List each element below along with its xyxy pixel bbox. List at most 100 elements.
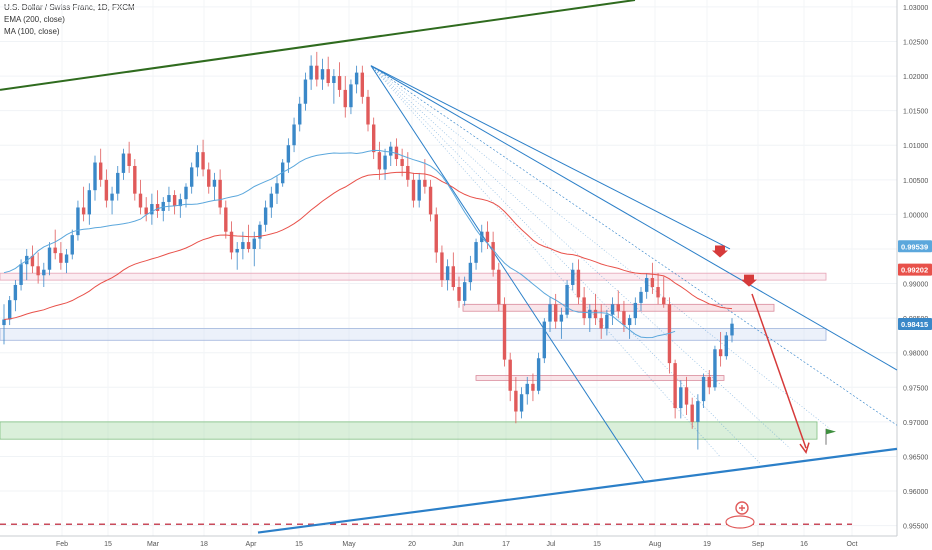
candle-body <box>730 323 734 336</box>
fan-line <box>370 65 831 430</box>
candle-body <box>616 304 620 312</box>
legend-ema: EMA (200, close) <box>4 15 65 24</box>
event-badge-icon <box>725 515 755 529</box>
candle-body <box>195 152 200 168</box>
chart-legend: U.S. Dollar / Swiss Franc, 1D, FXCM EMA … <box>4 2 135 38</box>
price-label-text: 0.99539 <box>901 242 928 251</box>
candle-body <box>377 152 382 170</box>
candle-body <box>133 165 137 194</box>
candle-body <box>42 269 46 276</box>
fan-line-upper <box>370 65 731 250</box>
candle-body <box>207 169 211 187</box>
candle-body <box>309 65 313 80</box>
demand-zone <box>0 421 818 440</box>
candle-body <box>303 79 308 104</box>
candle-body <box>161 201 165 211</box>
candle-body <box>650 278 655 288</box>
candle-body <box>116 172 120 194</box>
candle-body <box>320 69 325 80</box>
candle-body <box>189 167 194 187</box>
projection-arrowhead <box>799 442 810 454</box>
candle-body <box>354 72 359 85</box>
candle-body <box>110 193 114 201</box>
candle-body <box>389 146 393 156</box>
candle-body <box>286 145 291 163</box>
candle-body <box>144 207 148 215</box>
candle-body <box>30 255 35 267</box>
event-plus-icon <box>739 505 745 511</box>
candle-body <box>724 335 729 357</box>
candle-body <box>383 155 387 170</box>
candle-body <box>627 318 632 326</box>
candle-body <box>639 291 643 303</box>
candle-body <box>13 284 18 301</box>
candle-body <box>298 103 302 125</box>
x-tick-label: 19 <box>703 541 711 548</box>
candle-body <box>292 124 296 146</box>
price-label-text: 0.99202 <box>901 266 928 275</box>
candle-body <box>497 269 501 305</box>
ema-line <box>3 171 733 320</box>
x-tick-label: Apr <box>246 541 258 548</box>
y-tick-label: 0.98000 <box>903 351 928 358</box>
fan-line <box>370 65 898 426</box>
candle-body <box>508 359 512 391</box>
candle-body <box>519 394 524 412</box>
candle-body <box>184 186 188 200</box>
support-zone <box>0 328 827 341</box>
candle-body <box>2 319 6 326</box>
y-tick-label: 0.96500 <box>903 454 928 461</box>
candle-body <box>656 287 660 298</box>
candle-body <box>662 297 666 305</box>
y-tick-label: 0.96000 <box>903 489 928 496</box>
candle-body <box>235 248 239 253</box>
candle-body <box>417 179 421 201</box>
candle-body <box>258 224 262 239</box>
candle-body <box>252 238 256 249</box>
candle-body <box>127 153 131 166</box>
candle-body <box>696 401 700 422</box>
candle-body <box>87 190 92 215</box>
candle-body <box>150 204 154 215</box>
green-trendline <box>0 0 636 91</box>
projection-line <box>751 293 807 449</box>
candle-body <box>275 183 279 194</box>
candle-body <box>588 309 592 319</box>
y-tick-label: 0.95500 <box>903 524 928 531</box>
candle-body <box>565 284 569 315</box>
candle-body <box>525 383 529 395</box>
candle-body <box>371 124 376 153</box>
candle-body <box>423 179 427 187</box>
candle-body <box>514 390 518 412</box>
candle-body <box>167 195 171 202</box>
candle-body <box>47 247 52 270</box>
candle-body <box>491 242 495 270</box>
y-tick-label: 1.02500 <box>903 39 928 46</box>
candle-body <box>178 199 183 207</box>
candle-body <box>474 242 478 263</box>
candle-body <box>394 146 399 160</box>
candle-body <box>531 383 535 391</box>
candle-body <box>246 242 251 249</box>
x-tick-label: Mar <box>147 541 160 548</box>
x-tick-label: 15 <box>104 541 112 548</box>
x-tick-label: Feb <box>56 541 68 548</box>
candle-body <box>605 314 609 329</box>
candle-body <box>343 89 347 108</box>
candle-body <box>542 321 547 359</box>
fan-line <box>370 65 898 371</box>
candle-body <box>121 153 126 173</box>
y-tick-label: 1.02000 <box>903 74 928 81</box>
candle-body <box>673 363 677 409</box>
candle-body <box>701 376 706 402</box>
candle-body <box>7 300 12 320</box>
candle-body <box>349 84 353 108</box>
candle-body <box>172 195 177 207</box>
fan-line <box>370 65 646 484</box>
candle-body <box>241 242 245 249</box>
x-tick-label: Oct <box>847 541 858 548</box>
price-label-box <box>898 263 932 276</box>
y-tick-label: 0.97500 <box>903 385 928 392</box>
candle-body <box>104 179 109 201</box>
